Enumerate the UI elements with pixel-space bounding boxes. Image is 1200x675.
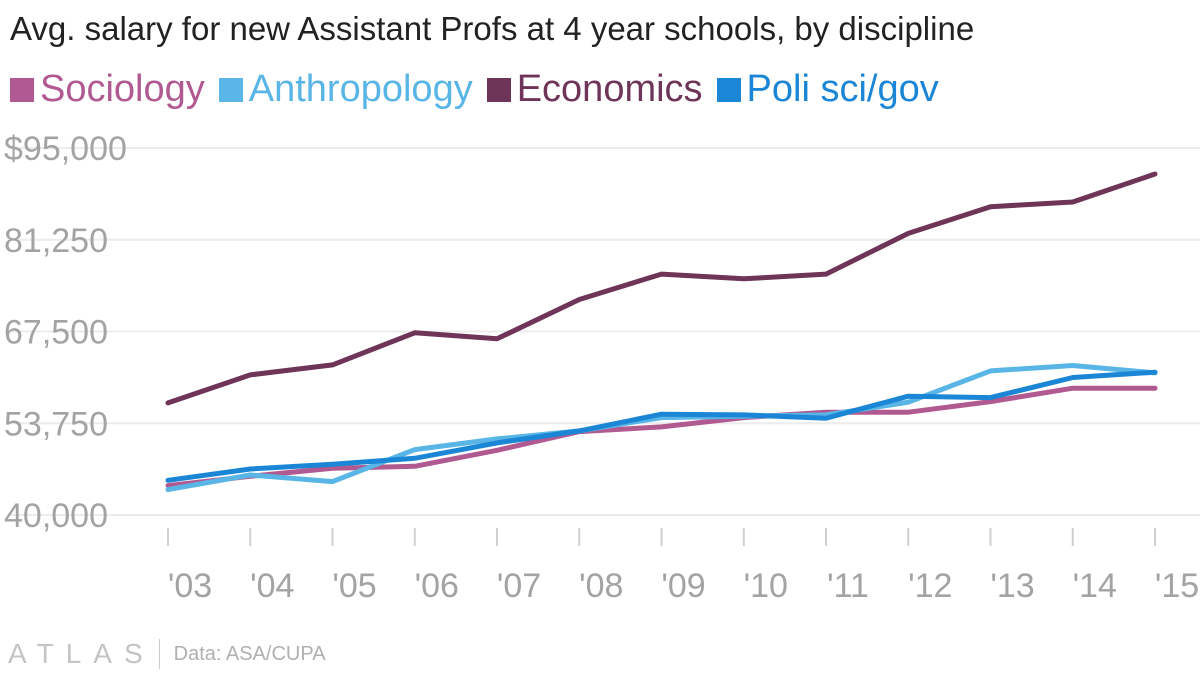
legend-swatch-anthropology — [218, 77, 243, 102]
x-tick-label: '10 — [744, 567, 788, 605]
legend-item-economics: Economics — [486, 68, 703, 111]
legend-label-anthropology: Anthropology — [248, 68, 473, 110]
x-tick-label: '11 — [827, 567, 869, 605]
x-tick-label: '07 — [497, 567, 541, 605]
y-tick-label: 53,750 — [4, 405, 108, 443]
x-tick-label: '12 — [908, 567, 952, 605]
legend-item-anthropology: Anthropology — [218, 68, 473, 111]
chart-title: Avg. salary for new Assistant Profs at 4… — [10, 10, 975, 47]
x-tick-label: '05 — [332, 567, 376, 605]
legend-swatch-polisci — [716, 77, 741, 102]
legend-swatch-economics — [486, 77, 511, 102]
x-tick-label: '13 — [990, 567, 1034, 605]
legend-swatch-sociology — [10, 77, 34, 102]
y-tick-label: 40,000 — [4, 497, 108, 535]
y-tick-label: 67,500 — [4, 314, 108, 352]
footer-divider — [158, 639, 160, 669]
atlas-logo: ATLAS — [8, 638, 155, 669]
legend-item-sociology: Sociology — [10, 68, 205, 111]
x-tick-label: '04 — [250, 567, 294, 605]
x-tick-label: '09 — [661, 567, 705, 605]
series-line-sociology — [165, 385, 1158, 489]
x-tick-label: '14 — [1073, 567, 1117, 605]
series-line-economics — [165, 171, 1158, 406]
x-tick-label: '06 — [415, 567, 459, 605]
source-note: Data: ASA/CUPA — [173, 642, 326, 665]
footer: ATLAS Data: ASA/CUPA — [8, 638, 326, 670]
legend-label-economics: Economics — [516, 68, 703, 110]
y-tick-label: $95,000 — [4, 130, 127, 168]
y-tick-label: 81,250 — [4, 222, 108, 260]
x-tick-label: '03 — [168, 567, 212, 605]
legend-label-sociology: Sociology — [40, 68, 205, 110]
x-tick-label: '15 — [1155, 567, 1199, 605]
legend-label-polisci: Poli sci/gov — [746, 68, 939, 110]
x-tick-label: '08 — [579, 567, 623, 605]
chart-legend: Sociology Anthropology Economics Poli sc… — [10, 68, 953, 111]
series-line-polisci — [165, 369, 1158, 483]
series-line-anthropology — [165, 363, 1158, 493]
legend-item-polisci: Poli sci/gov — [716, 68, 939, 111]
